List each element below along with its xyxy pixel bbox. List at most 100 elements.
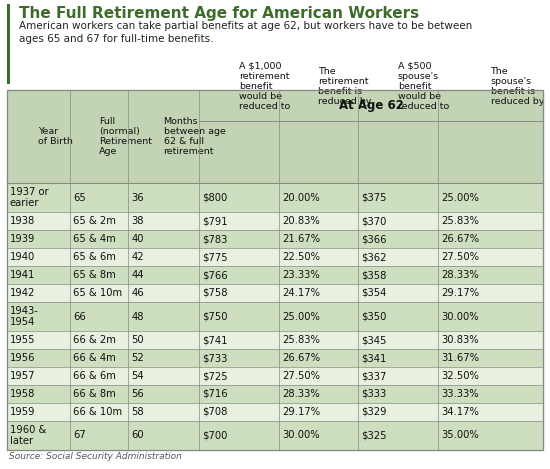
- Text: 60: 60: [131, 431, 144, 440]
- Text: $325: $325: [361, 431, 387, 440]
- Text: $700: $700: [202, 431, 228, 440]
- Text: 23.33%: 23.33%: [282, 270, 320, 280]
- Text: $358: $358: [361, 270, 387, 280]
- Text: The Full Retirement Age for American Workers: The Full Retirement Age for American Wor…: [19, 6, 419, 21]
- Text: 30.83%: 30.83%: [441, 335, 478, 345]
- Text: 44: 44: [131, 270, 144, 280]
- Text: 1938: 1938: [10, 216, 35, 227]
- Text: 35.00%: 35.00%: [441, 431, 478, 440]
- Text: $354: $354: [361, 288, 387, 298]
- Text: 1942: 1942: [10, 288, 35, 298]
- Text: American workers can take partial benefits at age 62, but workers have to be bet: American workers can take partial benefi…: [19, 21, 472, 44]
- Text: $750: $750: [202, 311, 228, 322]
- Text: $375: $375: [361, 193, 387, 203]
- Text: 27.50%: 27.50%: [441, 252, 479, 262]
- Text: 38: 38: [131, 216, 144, 227]
- Text: $716: $716: [202, 389, 228, 399]
- Text: 25.00%: 25.00%: [282, 311, 320, 322]
- Text: 65 & 6m: 65 & 6m: [73, 252, 116, 262]
- Text: $758: $758: [202, 288, 228, 298]
- Text: 52: 52: [131, 353, 144, 363]
- Text: 66 & 4m: 66 & 4m: [73, 353, 116, 363]
- Text: 28.33%: 28.33%: [441, 270, 478, 280]
- Text: 65 & 8m: 65 & 8m: [73, 270, 116, 280]
- Text: 24.17%: 24.17%: [282, 288, 320, 298]
- Text: $800: $800: [202, 193, 228, 203]
- Text: Full
(normal)
Retirement
Age: Full (normal) Retirement Age: [99, 117, 152, 156]
- Text: $337: $337: [361, 371, 387, 381]
- Text: $725: $725: [202, 371, 228, 381]
- Text: A $1,000
retirement
benefit
would be
reduced to: A $1,000 retirement benefit would be red…: [239, 62, 290, 111]
- Text: 31.67%: 31.67%: [441, 353, 479, 363]
- Text: The
retirement
benefit is
reduced by: The retirement benefit is reduced by: [318, 67, 372, 106]
- Text: 20.83%: 20.83%: [282, 216, 320, 227]
- Text: $333: $333: [361, 389, 387, 399]
- FancyBboxPatch shape: [7, 421, 543, 450]
- Text: 50: 50: [131, 335, 144, 345]
- Text: 66 & 10m: 66 & 10m: [73, 407, 122, 417]
- Text: 30.00%: 30.00%: [282, 431, 320, 440]
- Text: 30.00%: 30.00%: [441, 311, 478, 322]
- FancyBboxPatch shape: [7, 248, 543, 266]
- Text: 29.17%: 29.17%: [282, 407, 320, 417]
- FancyBboxPatch shape: [7, 302, 543, 331]
- Text: 65: 65: [73, 193, 86, 203]
- FancyBboxPatch shape: [7, 331, 543, 349]
- Text: 1939: 1939: [10, 234, 35, 244]
- Text: $783: $783: [202, 234, 228, 244]
- Text: 56: 56: [131, 389, 144, 399]
- FancyBboxPatch shape: [7, 90, 543, 450]
- FancyBboxPatch shape: [7, 266, 543, 284]
- Text: $775: $775: [202, 252, 228, 262]
- Text: 36: 36: [131, 193, 144, 203]
- Text: 66 & 8m: 66 & 8m: [73, 389, 116, 399]
- Text: 42: 42: [131, 252, 144, 262]
- Text: 20.00%: 20.00%: [282, 193, 320, 203]
- Text: 34.17%: 34.17%: [441, 407, 479, 417]
- FancyBboxPatch shape: [7, 284, 543, 302]
- Text: 32.50%: 32.50%: [441, 371, 479, 381]
- Text: $766: $766: [202, 270, 228, 280]
- FancyBboxPatch shape: [7, 90, 543, 183]
- Text: 1958: 1958: [10, 389, 35, 399]
- FancyBboxPatch shape: [7, 183, 543, 212]
- Text: $791: $791: [202, 216, 228, 227]
- Text: The
spouse's
benefit is
reduced by: The spouse's benefit is reduced by: [491, 67, 544, 106]
- Text: A $500
spouse's
benefit
would be
reduced to: A $500 spouse's benefit would be reduced…: [398, 62, 449, 111]
- Text: 1957: 1957: [10, 371, 35, 381]
- Text: At Age 62: At Age 62: [339, 99, 404, 113]
- Text: 48: 48: [131, 311, 144, 322]
- Text: $329: $329: [361, 407, 387, 417]
- Text: $362: $362: [361, 252, 387, 262]
- Text: 22.50%: 22.50%: [282, 252, 320, 262]
- Text: Source: Social Security Administration: Source: Social Security Administration: [9, 452, 182, 461]
- Text: 66 & 2m: 66 & 2m: [73, 335, 116, 345]
- Text: 66: 66: [73, 311, 86, 322]
- Text: 1943-
1954: 1943- 1954: [10, 306, 38, 327]
- Text: 1941: 1941: [10, 270, 35, 280]
- Text: $366: $366: [361, 234, 387, 244]
- Text: 27.50%: 27.50%: [282, 371, 320, 381]
- Text: $741: $741: [202, 335, 228, 345]
- Text: 58: 58: [131, 407, 144, 417]
- Text: 46: 46: [131, 288, 144, 298]
- FancyBboxPatch shape: [7, 403, 543, 421]
- Text: $350: $350: [361, 311, 387, 322]
- FancyBboxPatch shape: [7, 349, 543, 367]
- Text: 1937 or
earier: 1937 or earier: [10, 187, 48, 208]
- Text: 26.67%: 26.67%: [441, 234, 479, 244]
- Text: 25.83%: 25.83%: [441, 216, 479, 227]
- Text: 1940: 1940: [10, 252, 35, 262]
- Text: Year
of Birth: Year of Birth: [39, 127, 73, 146]
- FancyBboxPatch shape: [7, 230, 543, 248]
- Text: $708: $708: [202, 407, 228, 417]
- Text: 21.67%: 21.67%: [282, 234, 320, 244]
- Text: 1955: 1955: [10, 335, 35, 345]
- Text: 65 & 4m: 65 & 4m: [73, 234, 116, 244]
- FancyBboxPatch shape: [7, 367, 543, 385]
- Text: 40: 40: [131, 234, 144, 244]
- Text: 65 & 2m: 65 & 2m: [73, 216, 116, 227]
- Text: $370: $370: [361, 216, 387, 227]
- Text: 33.33%: 33.33%: [441, 389, 478, 399]
- FancyBboxPatch shape: [7, 4, 10, 84]
